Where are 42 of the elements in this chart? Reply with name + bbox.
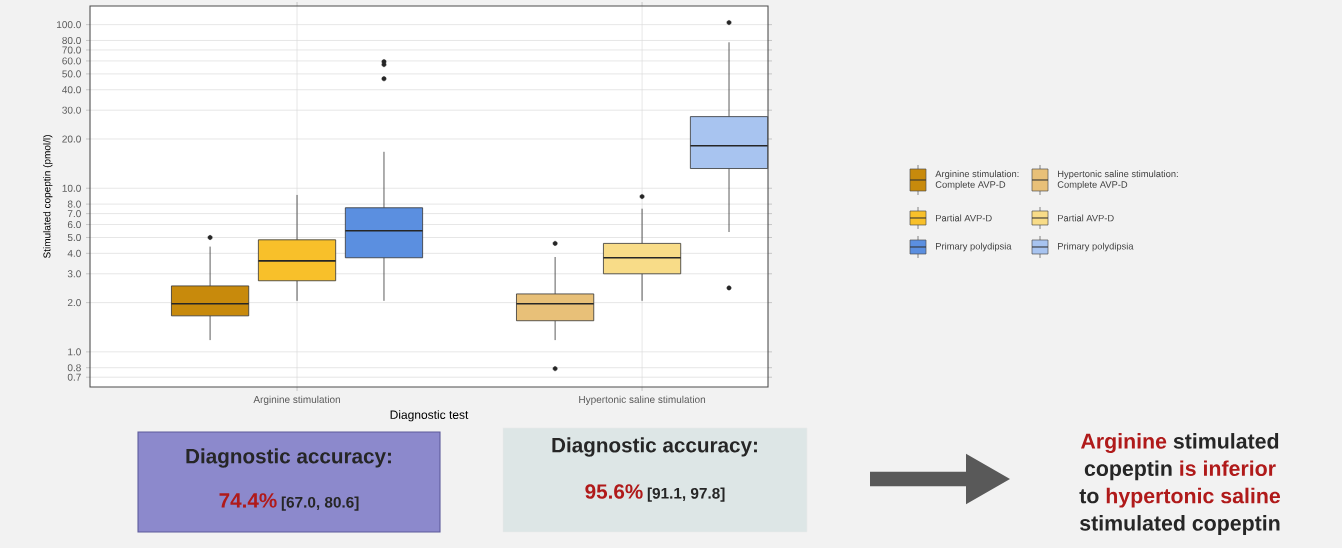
legend-label: Partial AVP-D — [1058, 214, 1114, 222]
y-tick-label: 70.0 — [62, 46, 81, 54]
y-tick-label: 10.0 — [62, 184, 81, 192]
text: stimulated — [1173, 433, 1279, 449]
legend-label: Primary polydipsia — [1058, 242, 1134, 252]
text: copeptin — [1084, 460, 1172, 481]
text: 74.4% — [219, 493, 277, 508]
y-tick-label: 50.0 — [62, 70, 81, 78]
y-tick-label: 30.0 — [62, 106, 81, 114]
y-tick-label: 60.0 — [62, 57, 81, 65]
text: Diagnostic accuracy: — [186, 448, 391, 468]
y-tick-label: 80.0 — [62, 36, 81, 45]
legend-label: Arginine stimulation: Complete AVP-D — [935, 170, 1019, 190]
x-tick-label: Hypertonic saline stimulation — [579, 395, 706, 405]
text: Arginine — [1080, 433, 1167, 454]
y-tick-label: 2.0 — [67, 299, 81, 307]
y-tick-label: 7.0 — [67, 210, 81, 218]
x-tick-label: Arginine stimulation — [253, 395, 340, 405]
text: hypertonic saline — [1106, 487, 1281, 508]
y-tick-label: 5.0 — [67, 233, 81, 242]
y-tick-label: 1.0 — [68, 348, 81, 356]
y-axis-title: Stimulated copeptin (pmol/l) — [43, 135, 53, 258]
legend-label: Hypertonic saline stimulation: Complete AVP-D — [1057, 170, 1178, 190]
y-tick-label: 0.8 — [67, 364, 81, 372]
text: stimulated copeptin — [1080, 515, 1280, 535]
legend-label: Partial AVP-D — [936, 214, 992, 222]
text: to — [1079, 489, 1099, 504]
text: is inferior — [1180, 460, 1276, 477]
text: 95.6% — [585, 484, 643, 499]
y-tick-label: 6.0 — [67, 221, 81, 229]
y-tick-label: 20.0 — [62, 135, 81, 143]
y-tick-label: 8.0 — [67, 200, 81, 208]
y-tick-label: 4.0 — [67, 249, 81, 257]
text: [67.0, 80.6] — [281, 496, 359, 511]
x-axis-title: Diagnostic test — [390, 410, 469, 422]
y-tick-label: 40.0 — [62, 86, 81, 94]
y-tick-label: 100.0 — [57, 21, 81, 29]
legend-label: Primary polydipsia — [936, 242, 1012, 252]
y-tick-label: 3.0 — [67, 270, 81, 278]
text: Diagnostic accuracy: — [552, 437, 757, 457]
text: [91.1, 97.8] — [647, 487, 725, 502]
y-tick-label: 0.7 — [67, 373, 81, 381]
